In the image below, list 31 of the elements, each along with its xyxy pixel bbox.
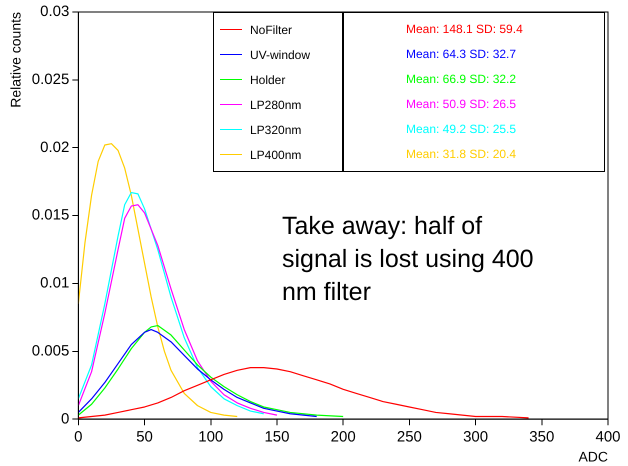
- annotation: Mean: 148.1 SD: 59.4: [405, 21, 524, 38]
- legend-label: Holder: [250, 72, 286, 86]
- x-axis-title: ADC: [578, 448, 608, 464]
- x-tick-label: 400: [595, 428, 621, 446]
- x-tick-label: 50: [136, 428, 153, 446]
- x-tick-label: 0: [74, 428, 83, 446]
- legend-label: LP400nm: [250, 148, 302, 162]
- x-tick-label: 300: [463, 428, 488, 446]
- annotation: Mean: 66.9 SD: 32.2: [405, 71, 518, 88]
- y-tick-label: 0.01: [40, 274, 70, 292]
- y-tick-label: 0.03: [40, 3, 70, 20]
- y-tick-label: 0: [60, 410, 70, 428]
- legend-label: NoFilter: [250, 22, 292, 36]
- x-tick-label: 350: [529, 428, 554, 446]
- annotation: Mean: 64.3 SD: 32.7: [405, 46, 518, 63]
- x-tick-label: 250: [396, 428, 422, 446]
- x-tick-label: 100: [198, 428, 224, 446]
- y-tick-label: 0.02: [40, 138, 70, 156]
- y-tick-label: 0.005: [32, 342, 70, 360]
- annotation: Take away: half of signal is lost using 400 nm filter: [282, 211, 535, 308]
- legend-label: LP320nm: [250, 122, 302, 136]
- annotation: Mean: 50.9 SD: 26.5: [405, 96, 518, 113]
- y-axis-title: Relative counts: [7, 12, 24, 108]
- annotation: Mean: 49.2 SD: 25.5: [405, 121, 518, 138]
- x-tick-label: 150: [264, 428, 290, 446]
- annotation: Mean: 31.8 SD: 20.4: [405, 146, 518, 163]
- y-tick-label: 0.025: [32, 71, 70, 88]
- legend-label: LP280nm: [250, 98, 302, 112]
- legend-label: UV-window: [250, 48, 310, 62]
- y-tick-label: 0.015: [32, 206, 70, 224]
- x-tick-label: 200: [330, 428, 356, 446]
